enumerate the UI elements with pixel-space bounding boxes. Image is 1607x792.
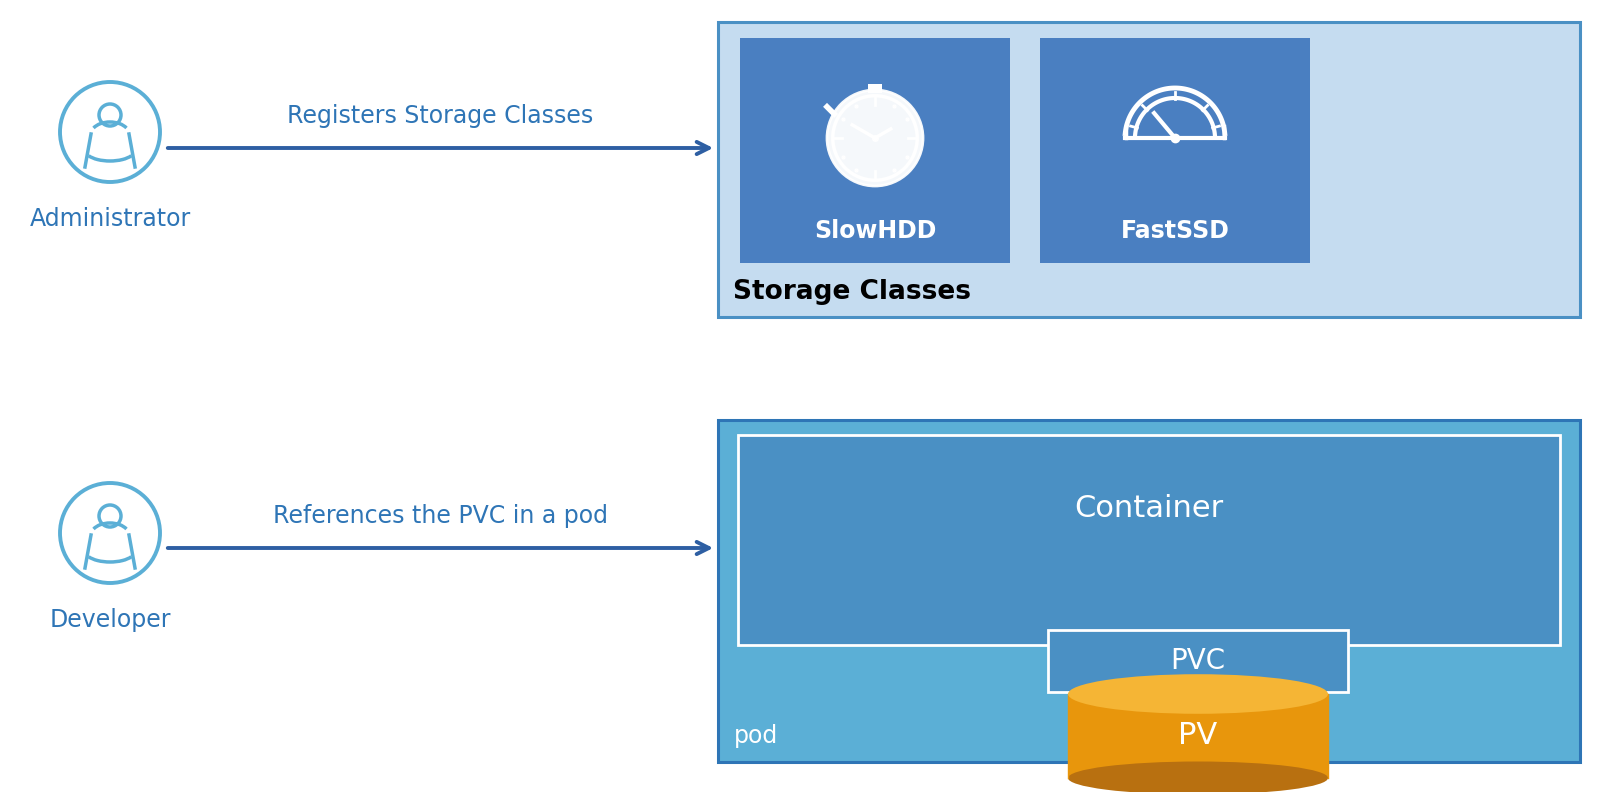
Text: Registers Storage Classes: Registers Storage Classes [288,104,593,128]
Circle shape [826,90,922,186]
Ellipse shape [1067,674,1327,714]
Text: PV: PV [1178,722,1216,751]
FancyBboxPatch shape [1040,38,1310,263]
Text: PVC: PVC [1170,647,1225,675]
Ellipse shape [1067,761,1327,792]
Text: FastSSD: FastSSD [1120,219,1229,243]
FancyBboxPatch shape [739,38,1009,263]
Text: References the PVC in a pod: References the PVC in a pod [273,504,607,528]
FancyBboxPatch shape [718,420,1580,762]
Text: Storage Classes: Storage Classes [733,279,971,305]
Text: pod: pod [733,724,778,748]
FancyBboxPatch shape [738,435,1559,645]
Text: Developer: Developer [50,608,170,632]
Text: Container: Container [1073,494,1223,523]
Text: SlowHDD: SlowHDD [813,219,935,243]
FancyBboxPatch shape [1067,694,1327,778]
Text: Administrator: Administrator [29,207,191,231]
FancyBboxPatch shape [868,84,882,93]
FancyBboxPatch shape [718,22,1580,317]
FancyBboxPatch shape [1048,630,1347,692]
